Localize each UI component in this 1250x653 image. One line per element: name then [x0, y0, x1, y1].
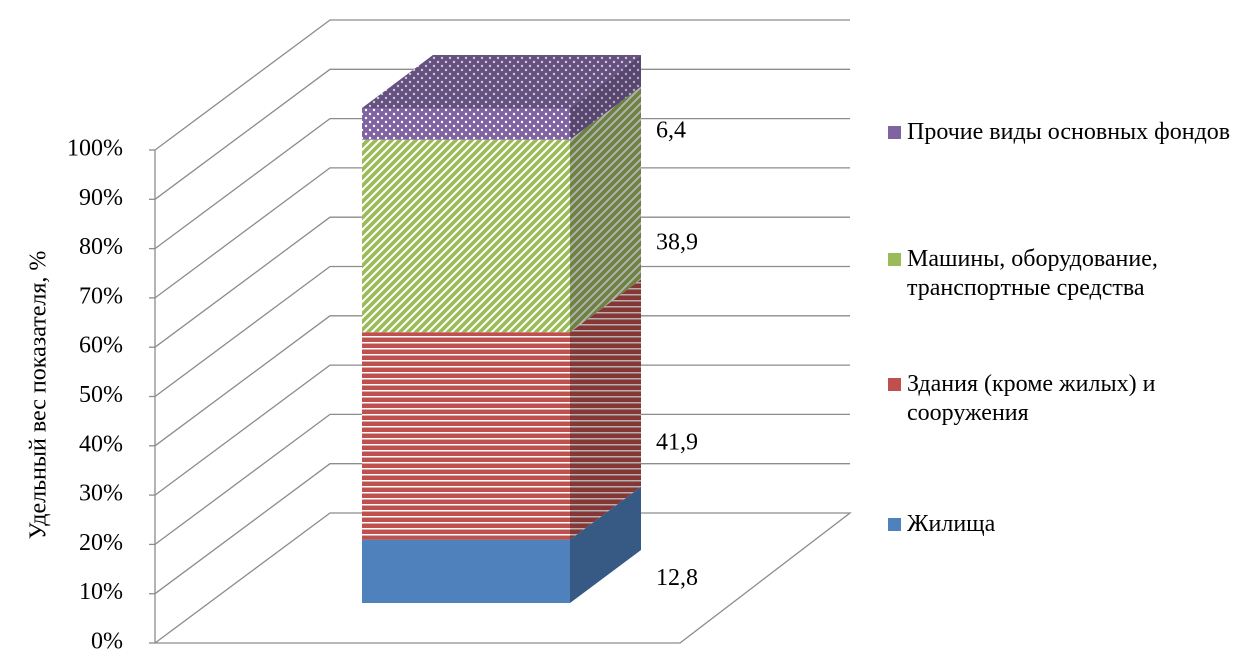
bar-segment-side: [570, 86, 641, 333]
legend-item: Прочие виды основных фондов: [888, 118, 1248, 147]
grid-line: [154, 265, 850, 398]
y-tick-label: 30%: [79, 481, 123, 507]
bar-segment-side: [570, 486, 641, 603]
floor: [154, 512, 852, 644]
y-tick-label: 60%: [79, 333, 123, 359]
bar-segment-top: [362, 55, 641, 108]
y-axis-label: Удельный вес показателя, %: [26, 251, 52, 540]
legend-item: Машины, оборудование, транспортные средс…: [888, 245, 1248, 303]
shade: [570, 279, 641, 540]
legend-label: Здания (кроме жилых) и сооружения: [907, 371, 1156, 426]
y-tick-label: 40%: [79, 431, 123, 457]
bar-segment-side: [570, 279, 641, 540]
legend-label: Прочие виды основных фондов: [907, 119, 1231, 145]
data-label: 38,9: [656, 229, 698, 255]
bar-segment-side: [570, 55, 641, 140]
legend-swatch: [888, 253, 901, 266]
grid-line: [154, 364, 850, 496]
bar-segment: [362, 332, 570, 540]
data-label: 6,4: [656, 117, 686, 143]
shade: [570, 486, 641, 603]
grid-line: [154, 68, 850, 200]
legend-label: Жилища: [907, 511, 996, 537]
legend-label: Машины, оборудование, транспортные средс…: [907, 246, 1158, 301]
bar-segment: [362, 108, 570, 140]
grid-line: [154, 167, 850, 299]
y-tick-label: 10%: [79, 579, 123, 605]
legend-swatch: [888, 126, 901, 139]
legend-swatch: [888, 518, 901, 531]
grid-line: [154, 216, 850, 348]
y-tick-label: 20%: [79, 530, 123, 556]
data-label: 12,8: [656, 565, 698, 591]
grid-line: [154, 19, 850, 151]
grid-line: [154, 463, 850, 595]
legend-item: Жилища: [888, 510, 1248, 539]
shade: [570, 86, 641, 333]
y-tick-label: 50%: [79, 382, 123, 408]
shade: [570, 55, 641, 140]
y-tick-label: 0%: [91, 629, 123, 653]
bar-segment: [362, 139, 570, 333]
grid-line: [154, 315, 850, 447]
y-tick-label: 80%: [79, 234, 123, 260]
grid-line: [154, 117, 850, 250]
data-label: 41,9: [656, 429, 698, 455]
bar-segment: [362, 539, 570, 603]
legend-item: Здания (кроме жилых) и сооружения: [888, 370, 1248, 428]
legend-swatch: [888, 378, 901, 391]
y-tick-label: 70%: [79, 283, 123, 309]
y-tick-label: 100%: [67, 136, 123, 162]
grid-line: [154, 413, 850, 545]
shade: [362, 55, 641, 108]
y-tick-label: 90%: [79, 185, 123, 211]
